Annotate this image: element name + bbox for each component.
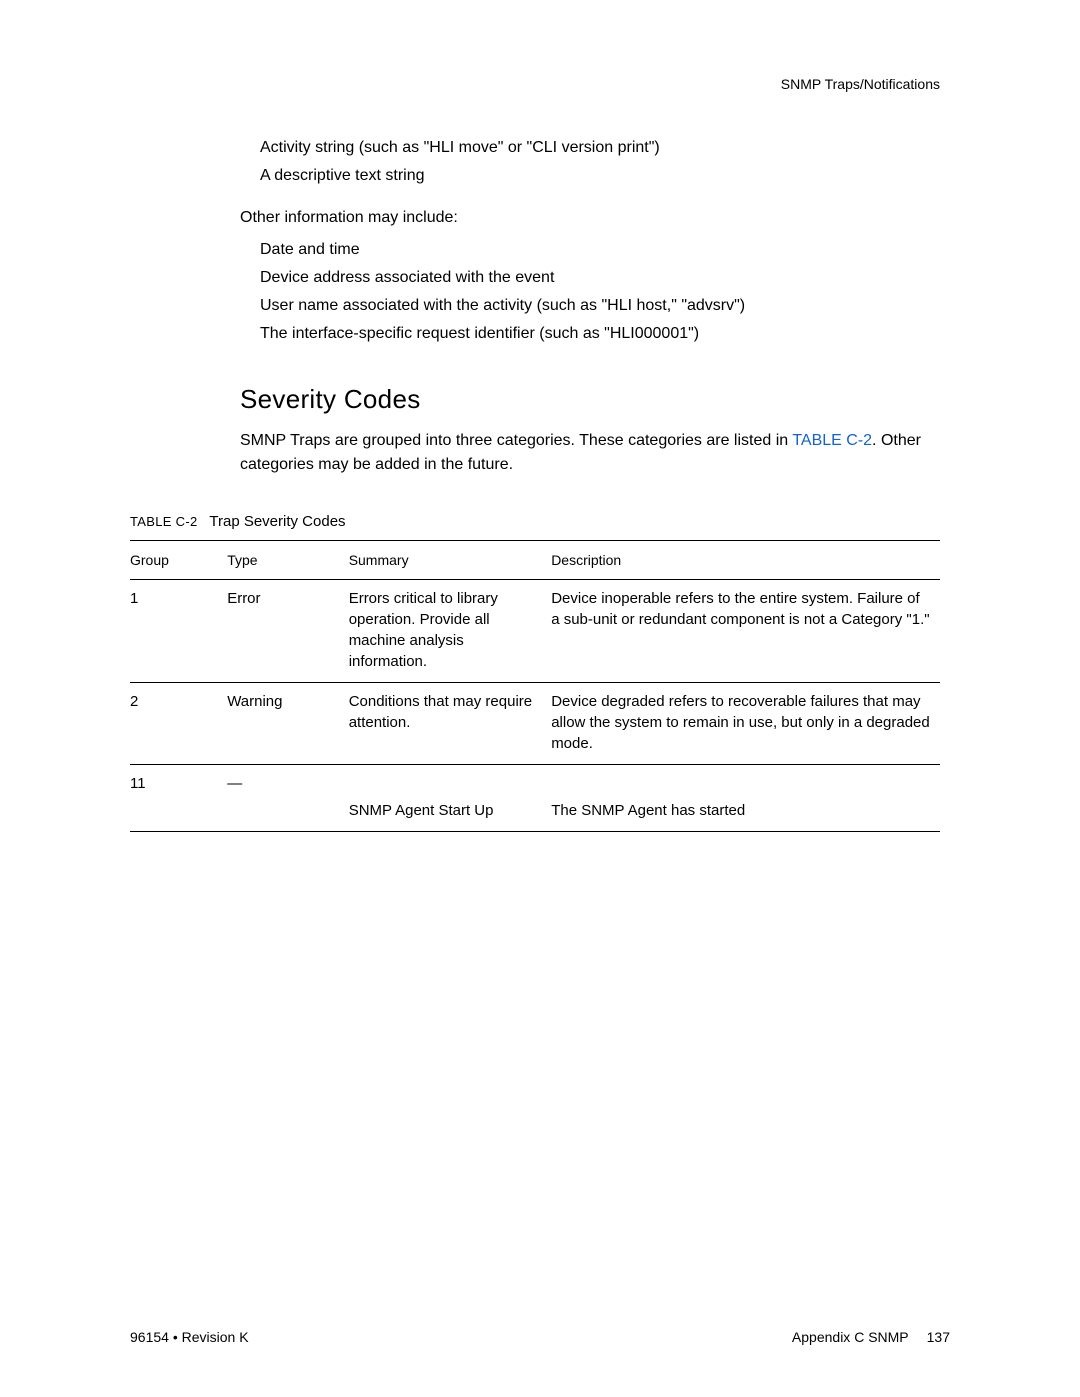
table-row: 1 Error Errors critical to library opera…: [130, 579, 940, 682]
footer-left: 96154 • Revision K: [130, 1329, 249, 1345]
cell-type: —: [227, 764, 349, 796]
col-header-summary: Summary: [349, 541, 552, 580]
activity-string-line: Activity string (such as "HLI move" or "…: [260, 136, 940, 160]
cell-group: 2: [130, 682, 227, 764]
col-header-type: Type: [227, 541, 349, 580]
table-c2-link[interactable]: TABLE C-2: [792, 432, 872, 449]
cell-group: 11: [130, 764, 227, 796]
cell-summary: [349, 764, 552, 796]
severity-table: Group Type Summary Description 1 Error E…: [130, 540, 940, 832]
cell-summary: SNMP Agent Start Up: [349, 796, 552, 832]
table-wrap: TABLE C-2 Trap Severity Codes Group Type: [130, 513, 940, 832]
cell-type: Warning: [227, 682, 349, 764]
footer-right: Appendix C SNMP 137: [792, 1329, 950, 1345]
cell-type: [227, 796, 349, 832]
cell-summary: Errors critical to library operation. Pr…: [349, 579, 552, 682]
table-row: 2 Warning Conditions that may require at…: [130, 682, 940, 764]
cell-description: [551, 764, 940, 796]
cell-summary: Conditions that may require attention.: [349, 682, 552, 764]
content-block: Activity string (such as "HLI move" or "…: [240, 136, 940, 832]
page-footer: 96154 • Revision K Appendix C SNMP 137: [130, 1329, 950, 1345]
other-info-item: Date and time: [260, 238, 940, 262]
severity-codes-heading: Severity Codes: [240, 384, 940, 415]
page: SNMP Traps/Notifications Activity string…: [0, 0, 1080, 1397]
running-header: SNMP Traps/Notifications: [781, 76, 940, 92]
severity-para: SMNP Traps are grouped into three catego…: [240, 429, 940, 477]
descriptive-string-line: A descriptive text string: [260, 164, 940, 188]
footer-page-number: 137: [927, 1329, 950, 1345]
cell-description: Device inoperable refers to the entire s…: [551, 579, 940, 682]
table-row: 11 —: [130, 764, 940, 796]
cell-group: [130, 796, 227, 832]
table-row: SNMP Agent Start Up The SNMP Agent has s…: [130, 796, 940, 832]
other-info-item: The interface-specific request identifie…: [260, 322, 940, 346]
activity-block: Activity string (such as "HLI move" or "…: [260, 136, 940, 188]
table-region: TABLE C-2 Trap Severity Codes Group Type: [130, 513, 940, 832]
col-header-description: Description: [551, 541, 940, 580]
other-info-item: Device address associated with the event: [260, 266, 940, 290]
cell-type: Error: [227, 579, 349, 682]
severity-para-pre: SMNP Traps are grouped into three catego…: [240, 432, 792, 449]
table-caption-title: Trap Severity Codes: [209, 513, 345, 530]
footer-appendix-label: Appendix C SNMP: [792, 1329, 909, 1345]
cell-group: 1: [130, 579, 227, 682]
table-caption: TABLE C-2 Trap Severity Codes: [130, 513, 940, 530]
table-header-row: Group Type Summary Description: [130, 541, 940, 580]
other-info-item: User name associated with the activity (…: [260, 294, 940, 318]
col-header-group: Group: [130, 541, 227, 580]
cell-description: Device degraded refers to recoverable fa…: [551, 682, 940, 764]
cell-description: The SNMP Agent has started: [551, 796, 940, 832]
table-caption-label: TABLE C-2: [130, 514, 197, 529]
other-info-intro: Other information may include:: [240, 206, 940, 230]
other-info-list: Date and time Device address associated …: [260, 238, 940, 346]
